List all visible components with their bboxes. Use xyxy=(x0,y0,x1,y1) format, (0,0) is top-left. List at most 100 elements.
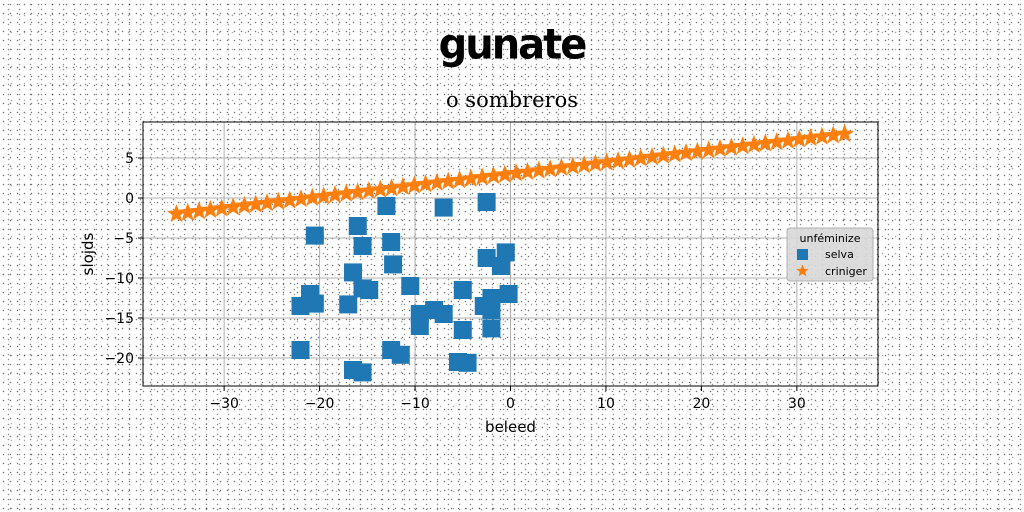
criniger-point xyxy=(438,171,458,190)
criniger-point xyxy=(767,132,787,151)
y-axis-label: slojds xyxy=(79,232,97,275)
criniger-point xyxy=(789,129,809,148)
criniger-point xyxy=(348,182,368,201)
selva-point xyxy=(434,305,453,323)
criniger-point xyxy=(710,138,730,158)
selva-point xyxy=(453,321,472,339)
y-tick-label: −20 xyxy=(104,351,134,367)
criniger-point xyxy=(540,159,560,178)
selva-point xyxy=(305,294,324,313)
chart-main-title: gunate xyxy=(438,20,588,70)
criniger-point xyxy=(744,134,764,153)
criniger-point xyxy=(517,161,537,181)
criniger-point xyxy=(359,180,379,200)
y-tick-label: 5 xyxy=(125,151,134,167)
criniger-point xyxy=(461,168,481,187)
selva-point xyxy=(453,281,472,299)
criniger-point xyxy=(506,163,526,182)
criniger-point xyxy=(472,167,492,186)
selva-point xyxy=(391,345,410,364)
chart-legend: unféminize selva criniger xyxy=(786,227,874,282)
y-tick-label: −5 xyxy=(113,231,134,247)
x-axis-label: beleed xyxy=(485,418,536,436)
criniger-point xyxy=(563,156,583,175)
selva-point xyxy=(377,197,396,215)
criniger-point xyxy=(223,197,243,216)
criniger-point xyxy=(280,190,300,209)
criniger-point xyxy=(699,140,719,159)
selva-point xyxy=(305,226,324,245)
selva-point xyxy=(410,317,429,335)
criniger-point xyxy=(721,137,741,156)
y-tick-label: −15 xyxy=(104,311,134,327)
x-tick-label: 20 xyxy=(692,396,710,412)
x-tick-label: 0 xyxy=(506,396,515,412)
x-tick-label: −30 xyxy=(209,396,239,412)
selva-point xyxy=(291,341,310,359)
selva-point xyxy=(434,198,453,217)
y-tick-label: −10 xyxy=(104,271,134,287)
criniger-point xyxy=(189,201,209,220)
legend-label-criniger: criniger xyxy=(825,265,867,278)
criniger-point xyxy=(823,125,843,144)
criniger-point xyxy=(631,148,651,167)
criniger-point xyxy=(642,147,662,166)
criniger-point xyxy=(665,144,685,163)
criniger-point xyxy=(801,128,821,147)
selva-point xyxy=(382,233,401,251)
criniger-point xyxy=(608,151,628,170)
criniger-point xyxy=(597,152,617,171)
selva-point xyxy=(482,319,501,338)
criniger-point xyxy=(733,136,753,155)
selva-point xyxy=(499,285,518,303)
legend-title: unféminize xyxy=(800,232,861,245)
criniger-point xyxy=(246,194,266,213)
x-tick-label: −20 xyxy=(305,396,335,412)
criniger-point xyxy=(166,204,186,223)
criniger-point xyxy=(268,191,288,210)
criniger-point xyxy=(653,145,673,164)
legend-box xyxy=(786,227,874,282)
criniger-point xyxy=(314,186,334,205)
data-series xyxy=(166,124,855,382)
selva-point xyxy=(353,363,372,382)
criniger-point xyxy=(551,157,571,176)
criniger-point xyxy=(484,166,504,185)
criniger-point xyxy=(619,149,639,168)
criniger-point xyxy=(416,174,436,193)
criniger-point xyxy=(291,189,311,208)
x-tick-label: 30 xyxy=(788,396,806,412)
y-tick-label: 0 xyxy=(125,191,134,207)
criniger-point xyxy=(529,160,549,179)
criniger-point xyxy=(200,199,220,219)
criniger-point xyxy=(835,124,855,143)
criniger-point xyxy=(755,133,775,152)
criniger-point xyxy=(370,179,390,198)
criniger-point xyxy=(212,198,232,217)
selva-point xyxy=(339,295,358,314)
criniger-point xyxy=(450,170,470,189)
criniger-point xyxy=(393,176,413,195)
criniger-point xyxy=(325,185,345,204)
criniger-point xyxy=(687,141,707,160)
criniger-point xyxy=(302,187,322,206)
x-tick-label: 10 xyxy=(597,396,615,412)
selva-point xyxy=(458,353,477,372)
criniger-point xyxy=(336,183,356,202)
criniger-point xyxy=(676,142,696,162)
criniger-point xyxy=(234,195,254,214)
criniger-point xyxy=(574,155,594,174)
criniger-point xyxy=(257,193,277,212)
legend-swatch-criniger xyxy=(796,264,809,277)
selva-point xyxy=(477,249,496,267)
criniger-point xyxy=(178,202,198,221)
selva-point xyxy=(384,255,403,274)
selva-point xyxy=(348,217,367,235)
selva-point xyxy=(482,301,501,319)
selva-point xyxy=(491,257,510,275)
selva-point xyxy=(401,277,420,295)
selva-point xyxy=(360,281,379,299)
criniger-point xyxy=(585,153,605,172)
selva-point xyxy=(477,193,496,211)
